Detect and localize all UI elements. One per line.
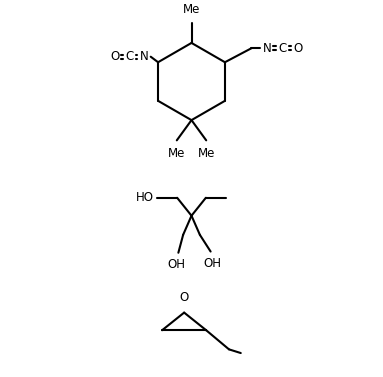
- Text: Me: Me: [168, 147, 185, 160]
- Text: OH: OH: [167, 258, 185, 271]
- Text: C: C: [125, 50, 134, 63]
- Text: OH: OH: [203, 257, 221, 270]
- Text: C: C: [278, 42, 286, 55]
- Text: Me: Me: [198, 147, 215, 160]
- Text: N: N: [140, 50, 149, 63]
- Text: O: O: [110, 50, 119, 63]
- Text: O: O: [180, 291, 189, 304]
- Text: O: O: [293, 42, 302, 55]
- Text: N: N: [262, 42, 271, 55]
- Text: Me: Me: [183, 3, 200, 16]
- Text: HO: HO: [136, 191, 154, 204]
